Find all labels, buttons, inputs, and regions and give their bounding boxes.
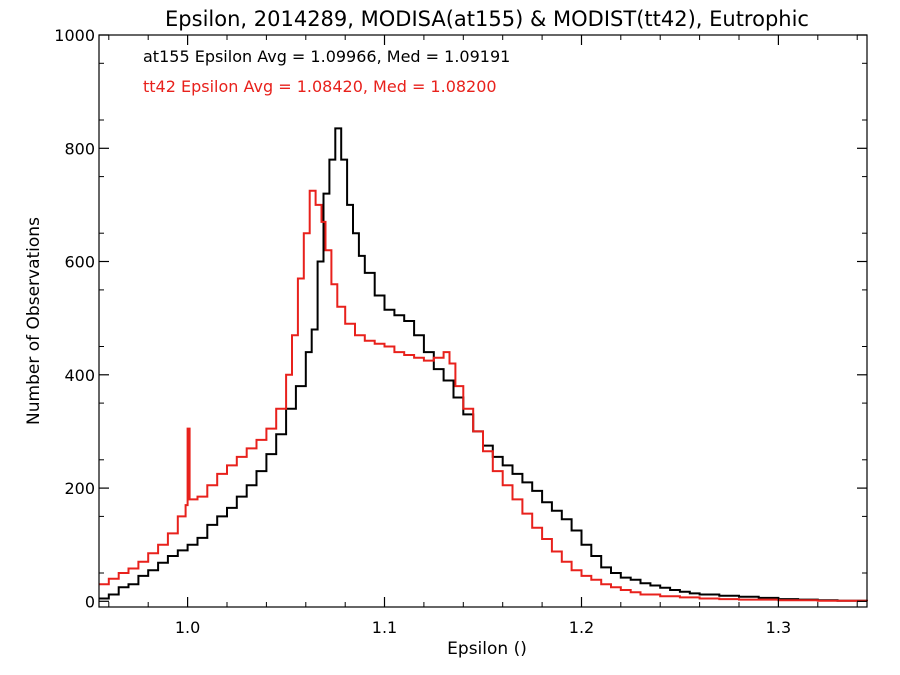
x-tick-label-0: 1.0 xyxy=(175,618,200,637)
x-tick-label-3: 1.3 xyxy=(766,618,791,637)
tick-layer: 1.0 1.1 1.2 1.3 0 200 400 600 800 1000 xyxy=(54,26,867,637)
x-axis-label: Epsilon () xyxy=(447,639,527,659)
series-line-0 xyxy=(99,127,867,602)
annotation-tt42: tt42 Epsilon Avg = 1.08420, Med = 1.0820… xyxy=(143,77,497,96)
x-tick-label-1: 1.1 xyxy=(372,618,397,637)
y-tick-label-5: 1000 xyxy=(54,26,95,45)
plot-frame xyxy=(98,34,868,608)
annotation-at155: at155 Epsilon Avg = 1.09966, Med = 1.091… xyxy=(143,47,510,66)
x-tick-label-2: 1.2 xyxy=(569,618,594,637)
y-axis-label: Number of Observations xyxy=(24,217,44,425)
y-tick-label-2: 400 xyxy=(64,366,95,385)
y-tick-label-0: 0 xyxy=(85,592,95,611)
chart-title: Epsilon, 2014289, MODISA(at155) & MODIST… xyxy=(165,7,809,31)
y-tick-label-3: 600 xyxy=(64,253,95,272)
y-tick-label-1: 200 xyxy=(64,479,95,498)
series-line-1 xyxy=(99,189,868,602)
series-layer xyxy=(99,127,868,602)
y-tick-label-4: 800 xyxy=(64,139,95,158)
